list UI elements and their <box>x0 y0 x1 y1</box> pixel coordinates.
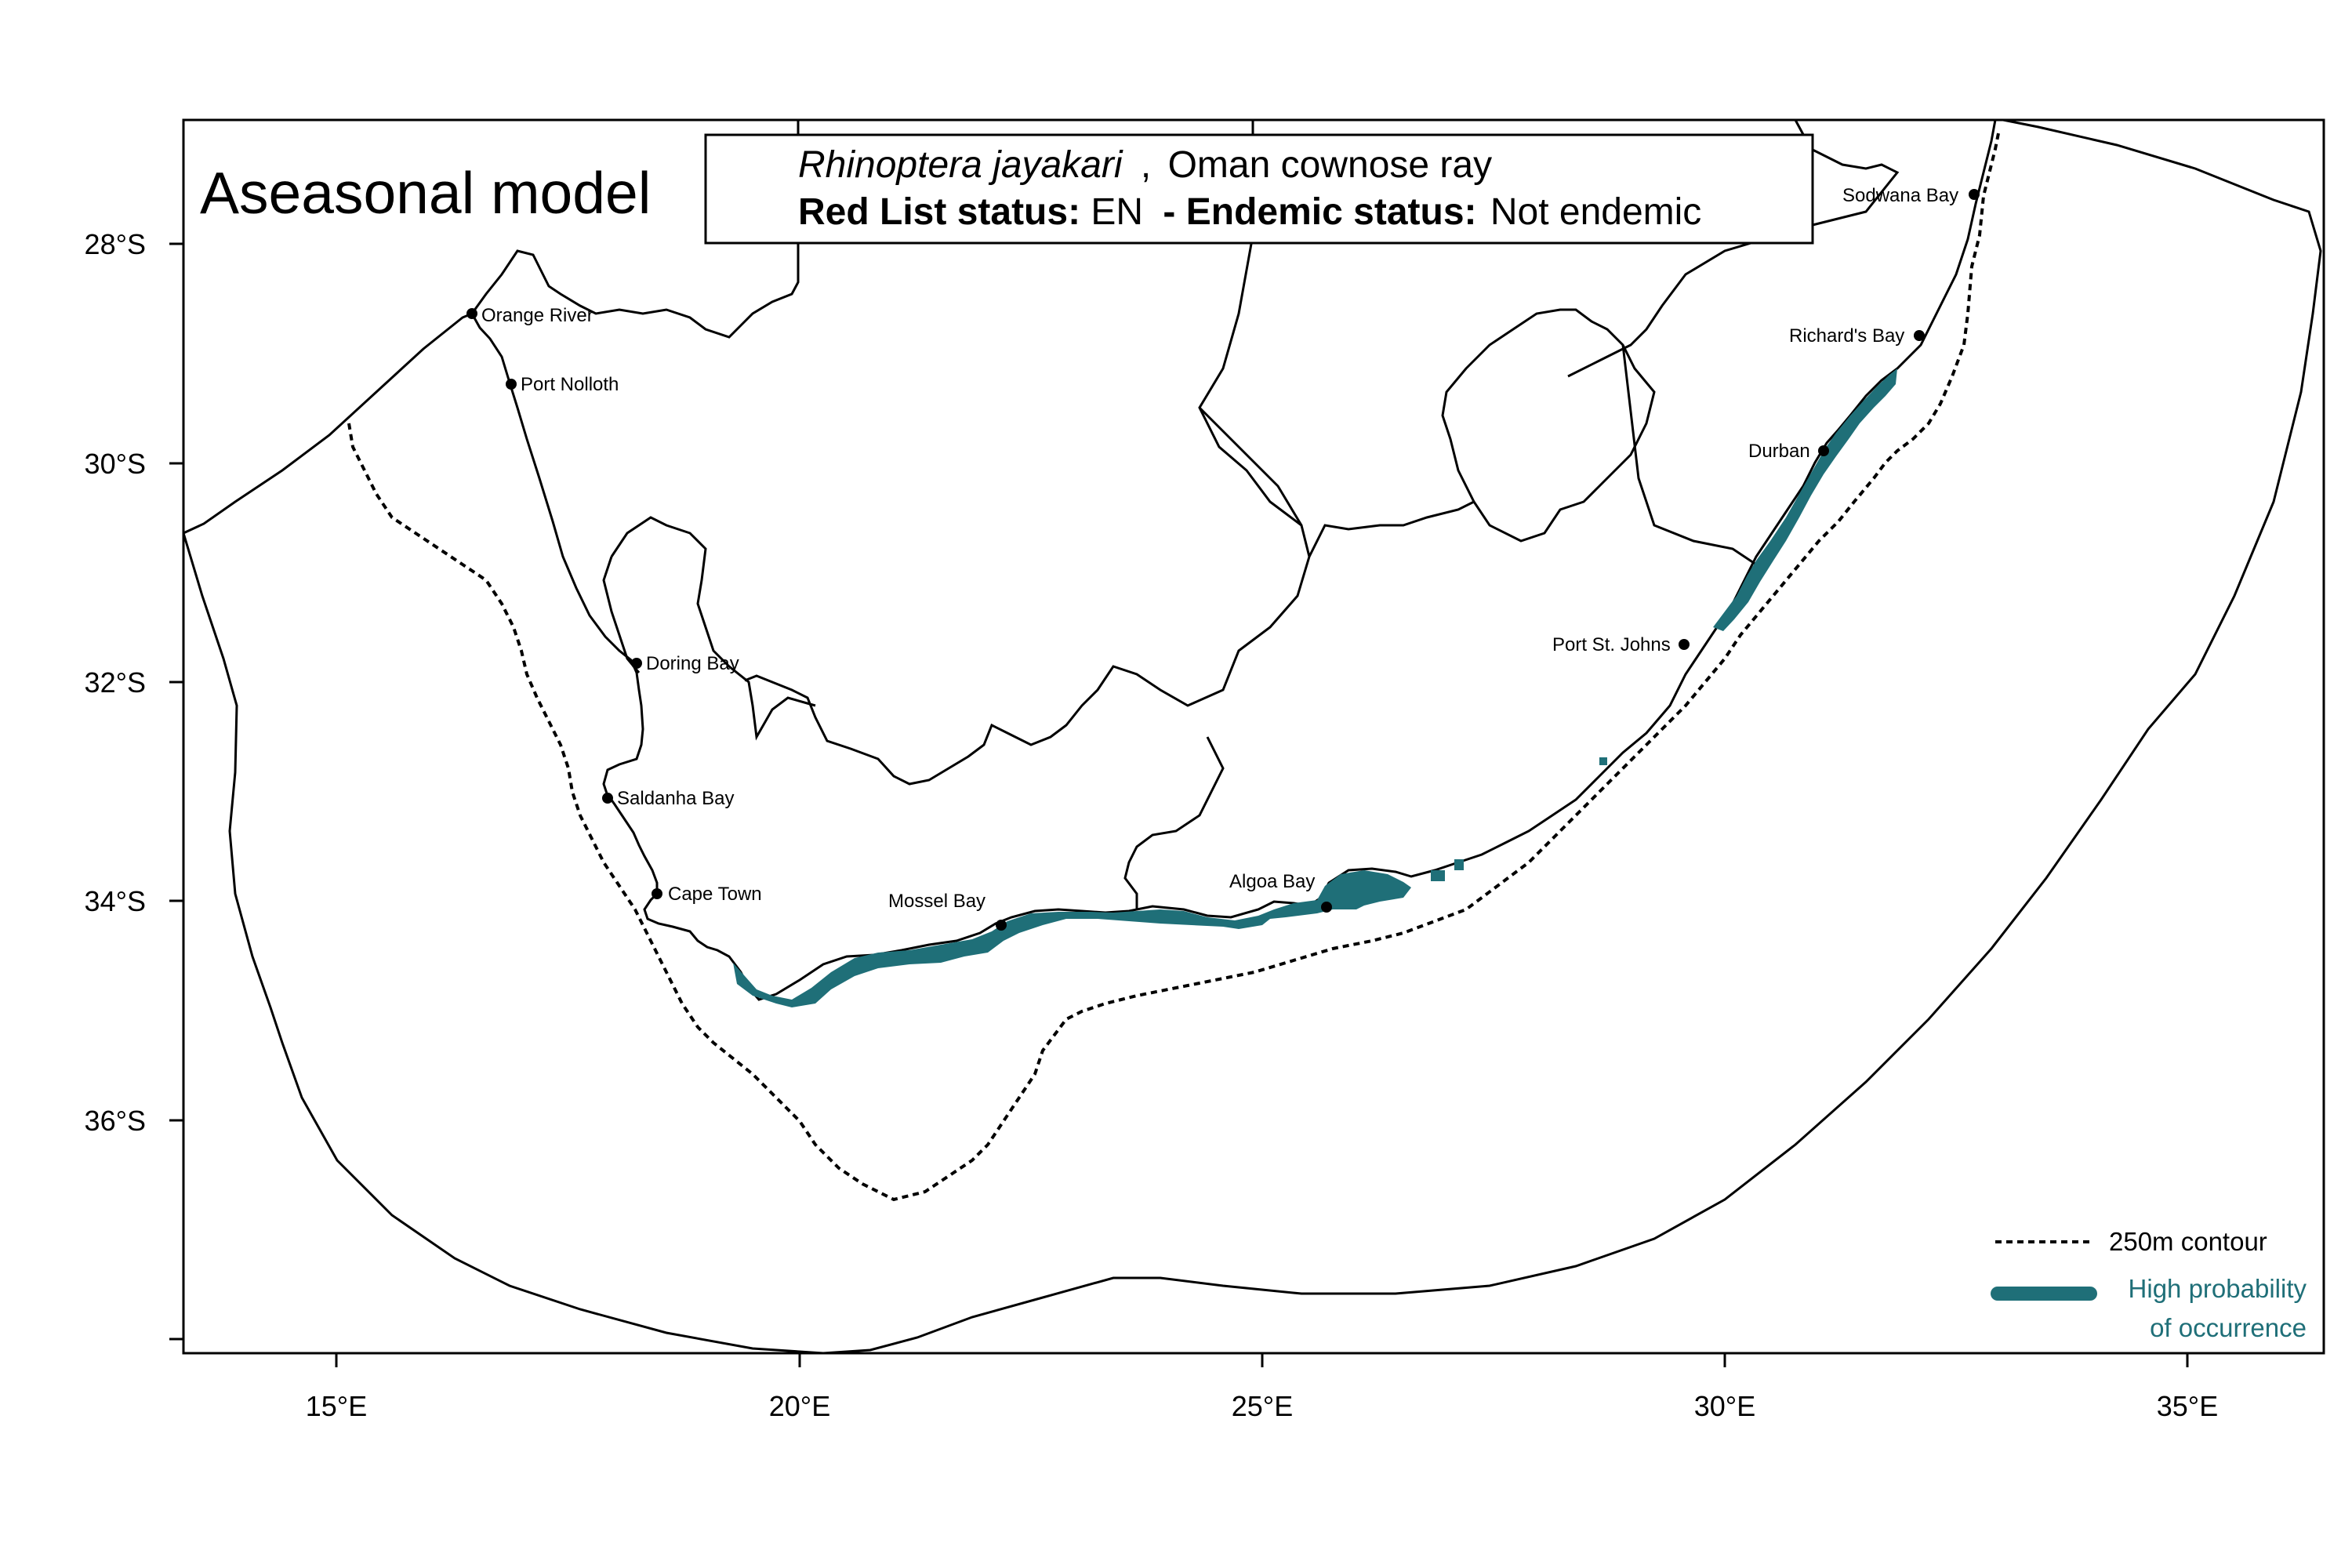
lon-tick-label: 20°E <box>769 1390 830 1422</box>
common-name: Oman cownose ray <box>1168 144 1493 186</box>
model-title: Aseasonal model <box>200 160 651 226</box>
species-info-box <box>704 133 1814 245</box>
occurrence-cell <box>1599 757 1607 765</box>
place-label: Port Nolloth <box>521 374 619 395</box>
border-western-northern-cape <box>602 516 816 741</box>
lat-tick-label: 28°S <box>85 228 146 260</box>
lon-tick-label: 35°E <box>2157 1390 2218 1422</box>
occurrence-cell <box>1454 859 1464 870</box>
place-label: Port St. Johns <box>1552 634 1671 655</box>
place-dot-cape-town <box>652 888 662 899</box>
legend-contour-label: 250m contour <box>2109 1227 2267 1256</box>
endemic-value: Not endemic <box>1490 191 1701 233</box>
contour-250m <box>347 129 2001 1202</box>
place-label: Richard's Bay <box>1789 325 1904 347</box>
map-legend: 250m contour High probability of occurre… <box>1991 1227 2307 1342</box>
lat-tick-label: 36°S <box>85 1105 146 1137</box>
place-dot-mossel-bay <box>996 920 1007 931</box>
place-dot-sodwana-bay <box>1969 189 1980 200</box>
place-label: Saldanha Bay <box>617 788 734 809</box>
occurrence-cell <box>1431 870 1445 881</box>
place-label: Mossel Bay <box>888 891 985 912</box>
border-lesotho <box>1441 308 1656 543</box>
place-dot-port-nolloth <box>506 379 517 390</box>
lat-tick-label: 30°S <box>85 448 146 480</box>
place-markers: Orange River Port Nolloth Doring Bay Sal… <box>466 185 1980 931</box>
place-dot-durban <box>1818 445 1829 456</box>
status-line: Red List status: EN - Endemic status: No… <box>798 191 1701 233</box>
lat-tick-label: 34°S <box>85 885 146 917</box>
lat-tick-label: 32°S <box>85 666 146 699</box>
name-separator: , <box>1141 144 1151 186</box>
place-label: Doring Bay <box>646 653 739 674</box>
legend-occurrence-line1: High probability <box>2129 1274 2307 1303</box>
legend-occurrence-line2: of occurrence <box>2150 1313 2307 1342</box>
place-label: Sodwana Bay <box>1842 185 1958 206</box>
lon-tick-label: 30°E <box>1694 1390 1755 1422</box>
place-label: Algoa Bay <box>1229 871 1315 892</box>
red-list-label: Red List status: <box>798 191 1080 233</box>
border-namibia <box>470 120 800 339</box>
eez-boundary <box>182 118 2322 1355</box>
scientific-name: Rhinoptera jayakari <box>798 144 1123 186</box>
place-dot-port-st-johns <box>1679 639 1690 650</box>
place-label: Cape Town <box>668 884 762 905</box>
border-botswana-zimbabwe <box>744 120 1311 786</box>
place-label: Orange River <box>481 305 593 326</box>
occurrence-east-coast <box>1713 368 1897 631</box>
place-dot-saldanha-bay <box>602 793 613 804</box>
place-label: Durban <box>1748 441 1810 462</box>
occurrence-cells <box>733 368 1897 1007</box>
border-provinces <box>1123 344 1757 909</box>
lon-tick-label: 25°E <box>1232 1390 1293 1422</box>
endemic-label: - Endemic status: <box>1163 191 1476 233</box>
longitude-axis <box>335 1353 2189 1367</box>
place-dot-doring-bay <box>631 658 642 669</box>
place-dot-orange-river <box>466 308 477 319</box>
occurrence-south-coast <box>733 870 1411 1007</box>
species-line: Rhinoptera jayakari , Oman cownose ray <box>798 144 1492 186</box>
place-dot-algoa-bay <box>1321 902 1332 913</box>
latitude-axis <box>169 242 183 1341</box>
lon-tick-label: 15°E <box>306 1390 367 1422</box>
place-dot-richards-bay <box>1914 330 1925 341</box>
red-list-value: EN <box>1091 191 1143 233</box>
